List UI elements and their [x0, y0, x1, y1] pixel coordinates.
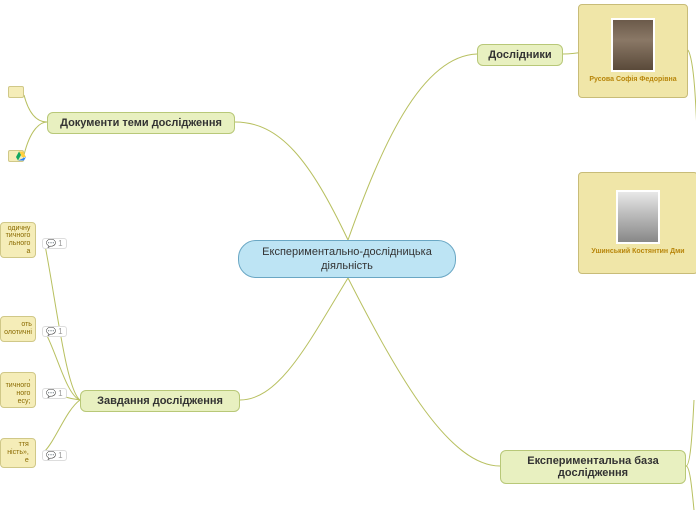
branch-researchers[interactable]: Дослідники	[477, 44, 563, 66]
branch-base[interactable]: Експериментальна база дослідження	[500, 450, 686, 484]
task-leaf[interactable]: , тичного ного есу;	[0, 372, 36, 408]
portrait-image	[616, 190, 660, 244]
center-label: Експериментально-дослідницька діяльність	[249, 245, 445, 274]
portrait-caption: Ушинський Костянтин Дми	[591, 248, 684, 256]
portrait-rusova[interactable]: Русова Софія Федорівна	[578, 4, 688, 98]
branch-documents[interactable]: Документи теми дослідження	[47, 112, 235, 134]
portrait-caption: Русова Софія Федорівна	[589, 76, 676, 84]
task-leaf[interactable]: оть олотичні	[0, 316, 36, 342]
comment-badge[interactable]: 💬 1	[42, 326, 67, 337]
comment-badge[interactable]: 💬 1	[42, 238, 67, 249]
portrait-ushynsky[interactable]: Ушинський Костянтин Дми	[578, 172, 696, 274]
comment-badge[interactable]: 💬 1	[42, 450, 67, 461]
task-leaf[interactable]: ття ність», е	[0, 438, 36, 468]
branch-label: Завдання дослідження	[97, 395, 223, 407]
task-leaf[interactable]: одичну тичного льного а	[0, 222, 36, 258]
doc-icon[interactable]	[8, 86, 24, 98]
branch-label: Експериментальна база дослідження	[511, 455, 675, 479]
comment-badge[interactable]: 💬 1	[42, 388, 67, 399]
drive-icon	[14, 150, 28, 162]
center-node[interactable]: Експериментально-дослідницька діяльність	[238, 240, 456, 278]
branch-label: Документи теми дослідження	[60, 117, 222, 129]
portrait-image	[611, 18, 655, 72]
branch-tasks[interactable]: Завдання дослідження	[80, 390, 240, 412]
branch-label: Дослідники	[488, 49, 551, 61]
